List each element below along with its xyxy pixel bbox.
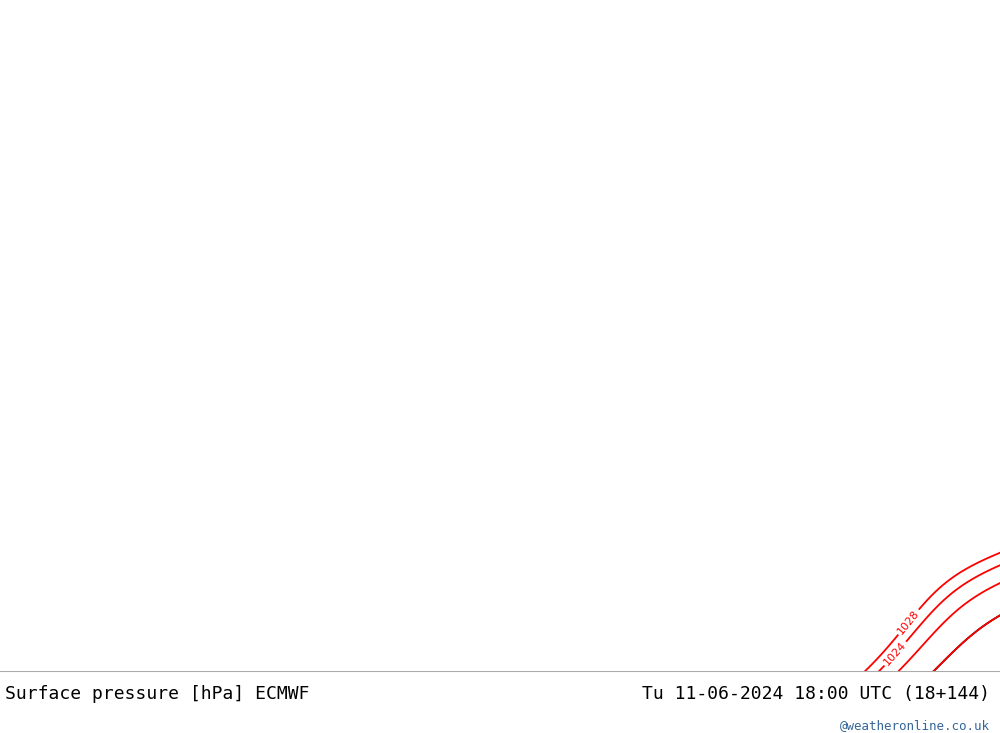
Text: @weatheronline.co.uk: @weatheronline.co.uk [840, 719, 990, 732]
Text: 1024: 1024 [882, 640, 909, 668]
Text: 1016: 1016 [905, 672, 933, 699]
Text: 1028: 1028 [896, 608, 921, 636]
Text: 1016: 1016 [905, 672, 933, 699]
Text: Surface pressure [hPa] ECMWF: Surface pressure [hPa] ECMWF [5, 685, 310, 704]
Text: Tu 11-06-2024 18:00 UTC (18+144): Tu 11-06-2024 18:00 UTC (18+144) [642, 685, 990, 704]
